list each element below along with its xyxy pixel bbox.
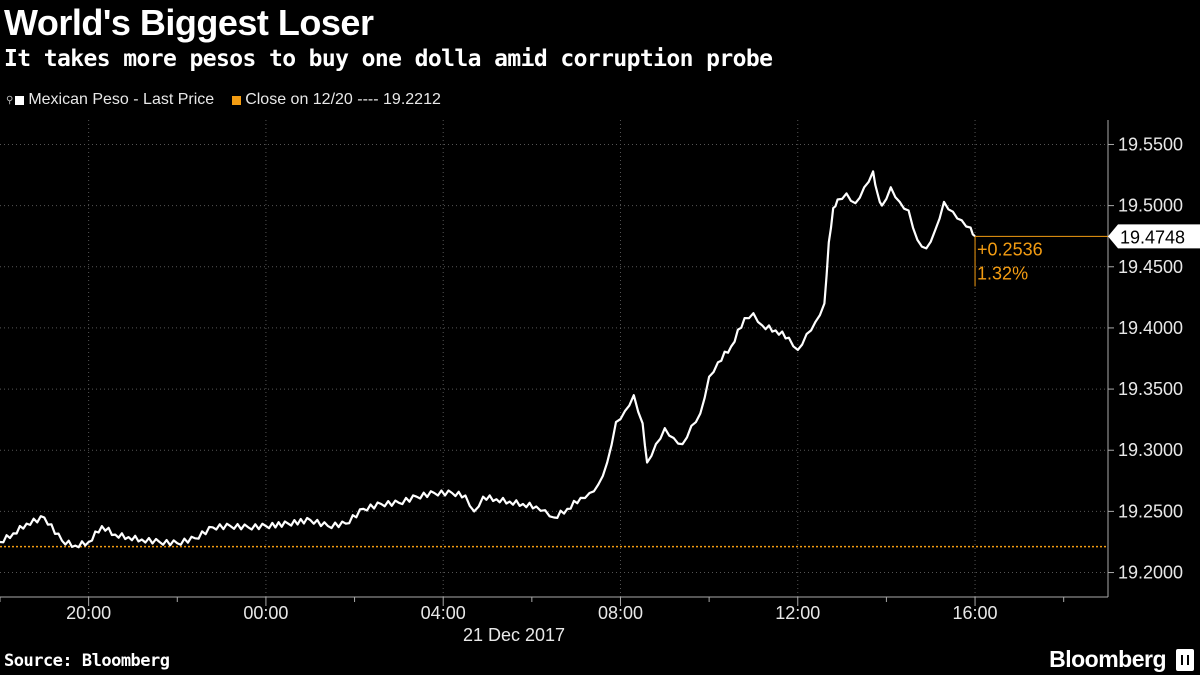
- bloomberg-terminal-icon: [1176, 649, 1194, 671]
- x-tick-label: 20:00: [66, 603, 111, 623]
- y-tick-label: 19.2500: [1118, 501, 1183, 521]
- ticks-layer: 19.2000 19.2500 19.3000 19.3500 19.4000 19.45…: [0, 134, 1183, 623]
- y-tick-label: 19.3500: [1118, 379, 1183, 399]
- price-series-line: [0, 170, 976, 549]
- legend-label-series: Mexican Peso - Last Price: [28, 91, 215, 108]
- x-tick-label: 04:00: [421, 603, 466, 623]
- legend-item-close: Close on 12/20 ---- 19.2212: [232, 91, 441, 109]
- label-layer: 21 Dec 2017 19.4748 +0.2536 1.32%: [463, 224, 1200, 645]
- grid: [0, 120, 1108, 597]
- y-tick-label: 19.4000: [1118, 318, 1183, 338]
- series-layer: [0, 170, 976, 549]
- legend-swatch-close: [232, 95, 242, 105]
- y-tick-label: 19.5500: [1118, 134, 1183, 154]
- last-price-label: 19.4748: [1120, 227, 1185, 247]
- y-tick-label: 19.4500: [1118, 257, 1183, 277]
- y-tick-label: 19.5000: [1118, 196, 1183, 216]
- legend: ⚲ Mexican Peso - Last Price Close on 12/…: [6, 91, 459, 109]
- y-tick-label: 19.3000: [1118, 440, 1183, 460]
- source-text: Source: Bloomberg: [4, 651, 170, 671]
- legend-swatch-series: [15, 95, 25, 105]
- legend-label-close: Close on 12/20 ---- 19.2212: [245, 91, 441, 108]
- reference-layer: [0, 235, 1108, 548]
- chart-subtitle: It takes more pesos to buy one dolla ami…: [4, 46, 773, 72]
- axes: [0, 120, 1109, 598]
- x-tick-label: 12:00: [775, 603, 820, 623]
- y-tick-label: 19.2000: [1118, 563, 1183, 583]
- x-tick-label: 08:00: [598, 603, 643, 623]
- change-pct-label: 1.32%: [977, 263, 1028, 283]
- pin-icon: ⚲: [6, 94, 14, 106]
- change-label: +0.2536: [977, 239, 1043, 259]
- legend-item-series: ⚲ Mexican Peso - Last Price: [6, 91, 214, 109]
- brand-logo-text: Bloomberg: [1049, 646, 1166, 672]
- x-tick-label: 00:00: [243, 603, 288, 623]
- x-tick-label: 16:00: [953, 603, 998, 623]
- last-price-marker: [1108, 224, 1200, 249]
- chart-title: World's Biggest Loser: [4, 2, 374, 43]
- date-label: 21 Dec 2017: [463, 625, 565, 645]
